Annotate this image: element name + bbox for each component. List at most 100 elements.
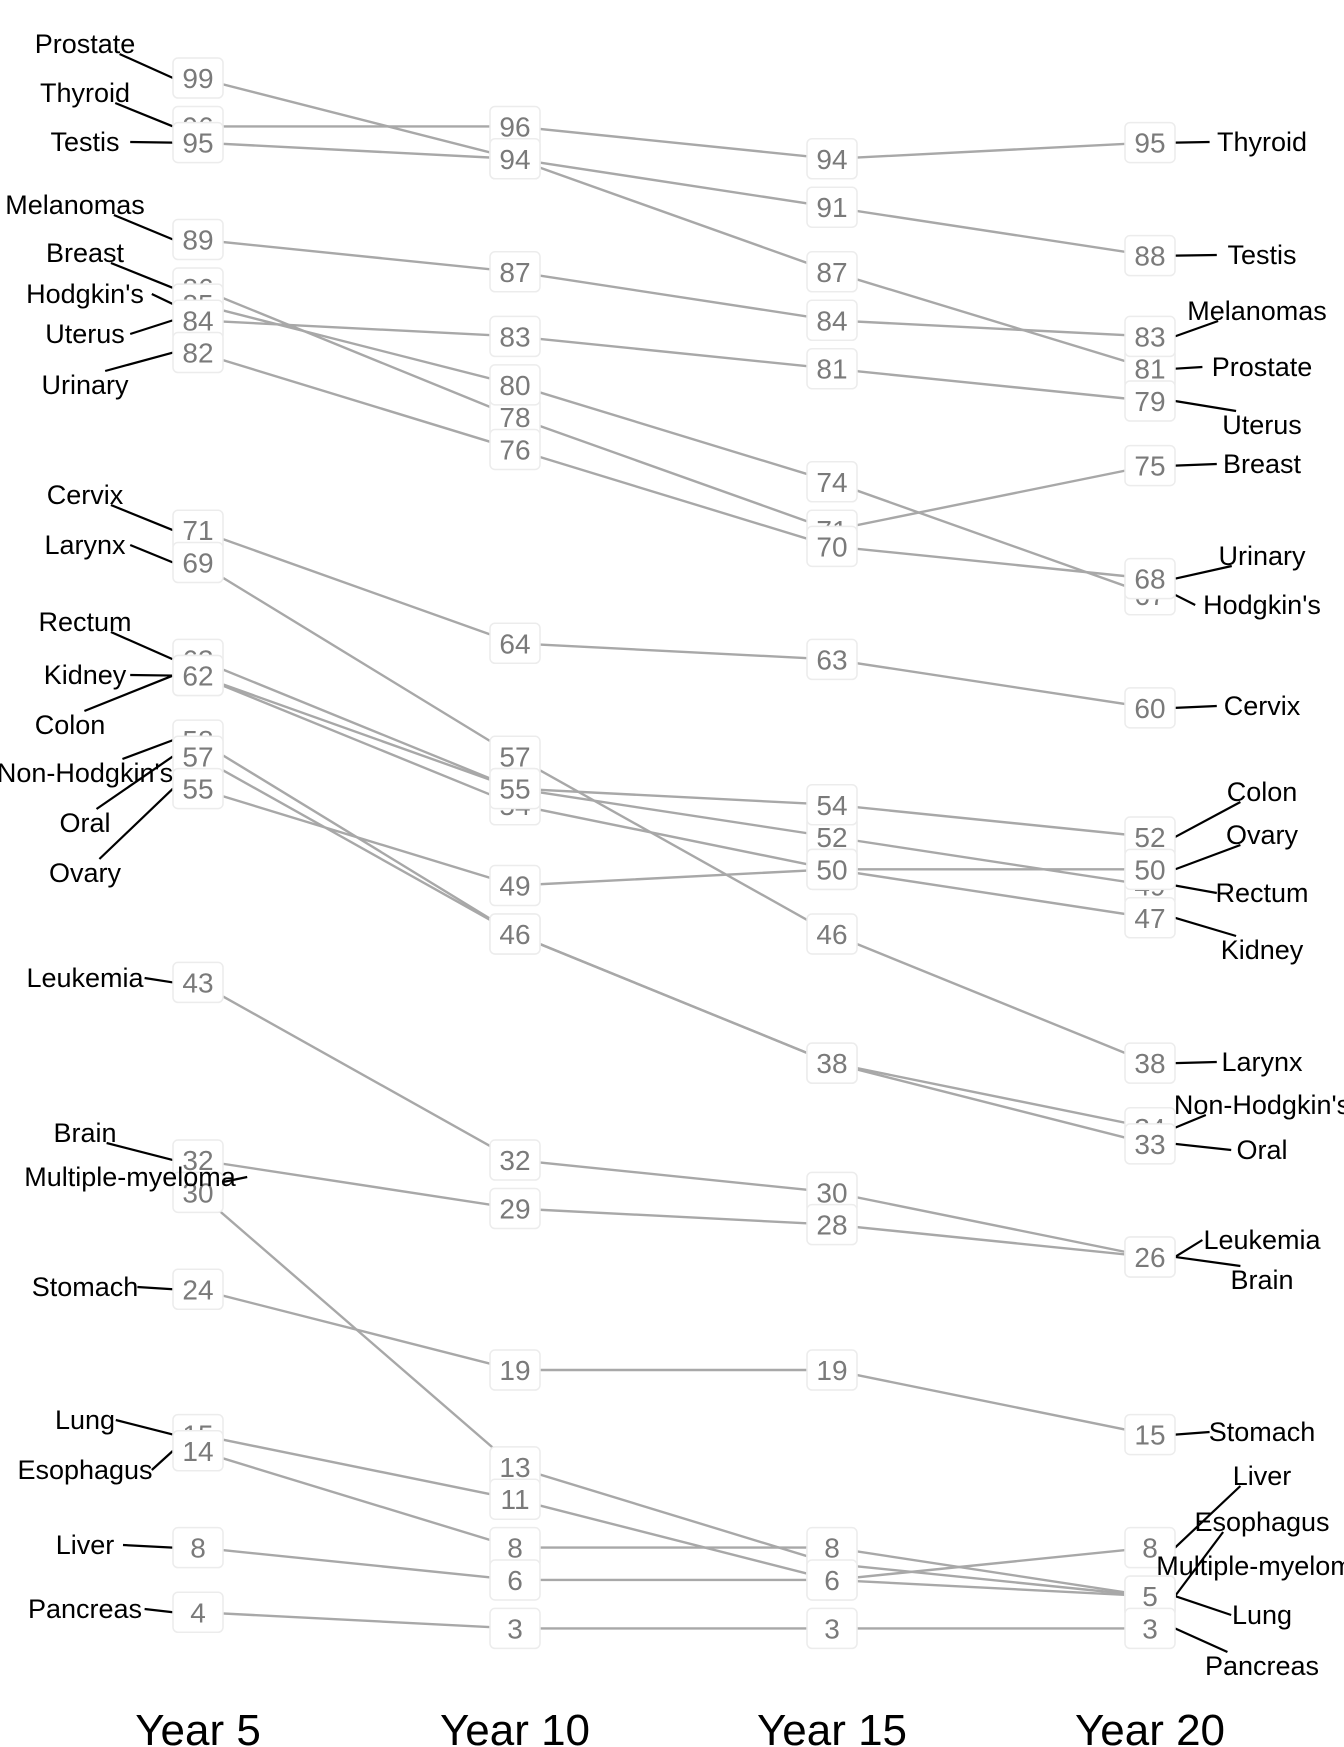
svg-text:78: 78 [499, 402, 530, 433]
svg-text:8: 8 [1142, 1533, 1158, 1564]
value-label-prostate-1: 99 [172, 57, 224, 99]
x-tick-year-5: Year 5 [135, 1706, 261, 1747]
value-label-testis-2: 94 [489, 138, 541, 180]
value-label-oral-1: 57 [172, 735, 224, 778]
right-leader-leukemia [1174, 1239, 1203, 1258]
svg-text:32: 32 [499, 1145, 530, 1176]
left-label-thyroid: Thyroid [40, 78, 130, 108]
value-label-stomach-1: 24 [172, 1268, 224, 1310]
right-leader-non-hodgkin-s [1174, 1113, 1207, 1129]
value-label-liver-4: 8 [1124, 1526, 1176, 1569]
value-label-esophagus-3: 8 [806, 1526, 858, 1569]
series-line-testis [197, 141, 1151, 257]
series-line-kidney [197, 674, 1151, 919]
right-leader-brain [1174, 1255, 1241, 1268]
label-leaders [83, 52, 1242, 1654]
value-label-uterus-2: 83 [489, 315, 541, 358]
value-label-colon-1: 62 [172, 654, 224, 697]
value-label-stomach-2: 19 [489, 1349, 541, 1391]
right-leader-pancreas [1174, 1627, 1228, 1654]
svg-text:3: 3 [1142, 1613, 1158, 1644]
value-label-urinary-1: 82 [172, 331, 224, 374]
left-leader-larynx [129, 543, 174, 564]
value-label-leukemia-2: 32 [489, 1139, 541, 1181]
left-leader-thyroid [114, 101, 174, 128]
series-line-brain [197, 1158, 1151, 1259]
svg-text:95: 95 [1134, 128, 1165, 159]
right-label-thyroid: Thyroid [1217, 127, 1307, 157]
value-label-ovary-3: 50 [806, 848, 858, 891]
left-leader-ovary [98, 787, 174, 860]
left-leader-prostate [119, 52, 174, 80]
value-label-brain-3: 28 [806, 1203, 858, 1246]
value-label-stomach-4: 15 [1124, 1413, 1176, 1456]
left-label-lung: Lung [55, 1405, 115, 1435]
right-label-stomach: Stomach [1209, 1417, 1316, 1447]
left-label-hodgkin-s: Hodgkin's [26, 279, 144, 309]
value-label-brain-1: 32 [172, 1139, 224, 1181]
value-label-ovary-2: 49 [489, 864, 541, 907]
left-label-colon: Colon [35, 710, 106, 740]
value-label-brain-2: 29 [489, 1187, 541, 1230]
left-label-larynx: Larynx [44, 530, 126, 560]
svg-text:55: 55 [182, 774, 213, 805]
left-label-testis: Testis [50, 127, 119, 157]
value-label-uterus-3: 81 [806, 347, 858, 390]
right-label-leukemia: Leukemia [1203, 1225, 1321, 1255]
value-label-prostate-3: 87 [806, 251, 858, 293]
svg-text:81: 81 [1134, 354, 1165, 385]
left-label-pancreas: Pancreas [28, 1594, 142, 1624]
svg-text:4: 4 [190, 1597, 206, 1628]
right-label-testis: Testis [1227, 240, 1296, 270]
value-label-liver-1: 8 [172, 1526, 224, 1569]
value-label-liver-3: 6 [806, 1559, 858, 1601]
svg-text:94: 94 [816, 144, 847, 175]
left-leader-brain [106, 1141, 174, 1162]
right-label-oral: Oral [1236, 1135, 1287, 1165]
value-label-colon-4: 52 [1124, 816, 1176, 858]
left-leader-lung [115, 1418, 174, 1436]
svg-text:26: 26 [1134, 1242, 1165, 1273]
value-label-testis-1: 95 [172, 121, 224, 164]
series-line-multiple-myeloma [197, 1191, 1151, 1598]
svg-text:87: 87 [816, 257, 847, 288]
right-leader-stomach [1174, 1430, 1210, 1436]
left-label-prostate: Prostate [35, 29, 136, 59]
svg-text:54: 54 [816, 790, 847, 821]
svg-text:49: 49 [499, 871, 530, 902]
right-label-uterus: Uterus [1222, 410, 1302, 440]
svg-text:28: 28 [816, 1210, 847, 1241]
value-label-ovary-4: 50 [1124, 848, 1176, 891]
series-line-colon [197, 674, 1151, 839]
svg-text:19: 19 [499, 1355, 530, 1386]
svg-text:79: 79 [1134, 386, 1165, 417]
left-leader-non-hodgkin-s [122, 739, 174, 761]
series-line-oral [197, 755, 1151, 1146]
right-label-cervix: Cervix [1224, 691, 1301, 721]
svg-text:80: 80 [499, 370, 530, 401]
svg-text:84: 84 [182, 305, 213, 336]
value-label-oral-2: 46 [489, 913, 541, 955]
svg-text:8: 8 [824, 1533, 840, 1564]
value-label-uterus-4: 79 [1124, 380, 1176, 422]
svg-text:30: 30 [182, 1177, 213, 1208]
series-labels: Prostate Thyroid Testis Melanomas Breast Hodg… [0, 29, 1344, 1681]
value-label-cervix-3: 63 [806, 638, 858, 681]
x-tick-year-20: Year 20 [1075, 1706, 1225, 1747]
right-label-brain: Brain [1230, 1265, 1293, 1295]
svg-text:46: 46 [499, 919, 530, 950]
svg-text:69: 69 [182, 548, 213, 579]
svg-text:38: 38 [816, 1048, 847, 1079]
value-label-larynx-1: 69 [172, 541, 224, 584]
series-line-leukemia [197, 981, 1151, 1259]
series-line-uterus [197, 319, 1151, 403]
right-label-lung: Lung [1232, 1600, 1292, 1630]
series-line-prostate [197, 76, 1151, 370]
left-leader-breast [110, 261, 174, 289]
value-label-lung-2: 11 [489, 1478, 541, 1520]
right-leader-melanomas [1174, 319, 1219, 338]
right-label-colon: Colon [1227, 777, 1298, 807]
value-label-testis-4: 88 [1124, 234, 1176, 277]
left-leader-liver [122, 1543, 174, 1549]
series-line-ovary [197, 787, 1150, 887]
